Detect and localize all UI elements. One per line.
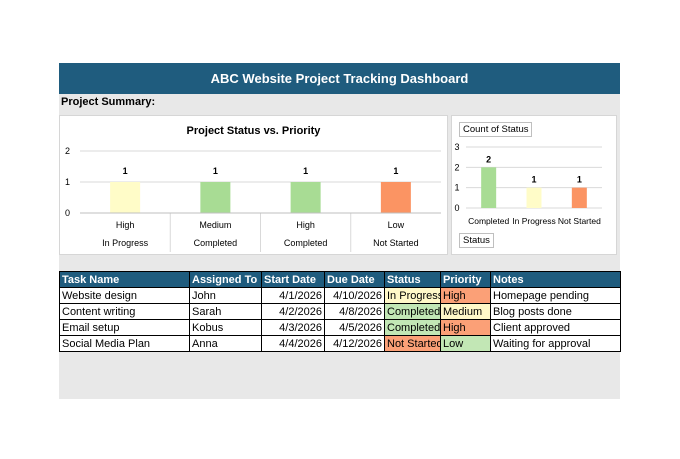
bar [290, 182, 321, 213]
chart-title: Project Status vs. Priority [186, 125, 321, 137]
column-header[interactable]: Assigned To [189, 271, 262, 288]
bar [526, 187, 542, 208]
table-cell[interactable]: Blog posts done [490, 303, 621, 320]
bar [380, 182, 411, 213]
x-tick-label: Completed [468, 216, 509, 226]
x-tick-label-status: In Progress [102, 238, 149, 248]
y-tick-label: 3 [454, 142, 459, 152]
x-tick-label: In Progress [512, 216, 555, 226]
table-cell[interactable]: Waiting for approval [490, 335, 621, 352]
table-header-row: Task Name Assigned To Start Date Due Date St… [59, 271, 621, 288]
table-cell[interactable]: Completed [384, 319, 441, 336]
data-label: 1 [577, 175, 582, 185]
table-cell[interactable]: Anna [189, 335, 262, 352]
table-cell[interactable]: Email setup [59, 319, 190, 336]
project-summary-label: Project Summary: [61, 96, 156, 108]
count-of-status-field-button[interactable]: Count of Status [459, 122, 533, 137]
table-cell[interactable]: High [440, 287, 491, 304]
dashboard-sheet: ABC Website Project Tracking Dashboard P… [59, 63, 621, 399]
x-tick-label-priority: High [296, 220, 315, 230]
table-cell[interactable]: 4/2/2026 [261, 303, 325, 320]
dashboard-title: ABC Website Project Tracking Dashboard [59, 63, 620, 94]
data-label: 2 [486, 154, 491, 164]
table-cell[interactable]: John [189, 287, 262, 304]
y-tick-label: 2 [65, 146, 70, 156]
data-label: 1 [123, 166, 128, 176]
table-row: Content writing Sarah 4/2/2026 4/8/2026 Comp… [59, 303, 621, 320]
table-cell[interactable]: 4/10/2026 [324, 287, 385, 304]
column-header[interactable]: Task Name [59, 271, 190, 288]
bar [571, 187, 587, 208]
count-of-status-chart[interactable]: Count of Status 0 1 2 3 2 Completed 1 In Progre… [451, 115, 617, 255]
table-cell[interactable]: 4/1/2026 [261, 287, 325, 304]
table-cell[interactable]: Client approved [490, 319, 621, 336]
bar [110, 182, 141, 213]
table-cell[interactable]: 4/12/2026 [324, 335, 385, 352]
table-cell[interactable]: Not Started [384, 335, 441, 352]
table-cell[interactable]: 4/5/2026 [324, 319, 385, 336]
data-label: 1 [393, 166, 398, 176]
x-tick-label-priority: Medium [199, 220, 231, 230]
table-cell[interactable]: 4/8/2026 [324, 303, 385, 320]
table-row: Website design John 4/1/2026 4/10/2026 In Pr… [59, 287, 621, 304]
y-tick-label: 1 [65, 177, 70, 187]
x-tick-label-status: Not Started [373, 238, 419, 248]
y-tick-label: 0 [454, 203, 459, 213]
y-tick-label: 1 [454, 183, 459, 193]
table-cell[interactable]: Medium [440, 303, 491, 320]
table-row: Social Media Plan Anna 4/4/2026 4/12/2026 No… [59, 335, 621, 352]
task-table: Task Name Assigned To Start Date Due Date St… [59, 271, 621, 352]
column-header[interactable]: Start Date [261, 271, 325, 288]
x-tick-label-priority: High [116, 220, 135, 230]
x-tick-label: Not Started [558, 216, 601, 226]
table-cell[interactable]: Content writing [59, 303, 190, 320]
column-header[interactable]: Priority [440, 271, 491, 288]
table-cell[interactable]: Sarah [189, 303, 262, 320]
column-header[interactable]: Due Date [324, 271, 385, 288]
table-row: Email setup Kobus 4/3/2026 4/5/2026 Complete… [59, 319, 621, 336]
bar [200, 182, 231, 213]
table-cell[interactable]: Website design [59, 287, 190, 304]
x-tick-label-priority: Low [388, 220, 405, 230]
x-tick-label-status: Completed [284, 238, 328, 248]
column-header[interactable]: Notes [490, 271, 621, 288]
y-tick-label: 2 [454, 162, 459, 172]
table-cell[interactable]: Social Media Plan [59, 335, 190, 352]
data-label: 1 [531, 175, 536, 185]
table-cell[interactable]: Kobus [189, 319, 262, 336]
status-priority-plot: 0 1 2 1 High In Progress 1 Medium Completed 1 High… [65, 146, 441, 252]
table-cell[interactable]: 4/3/2026 [261, 319, 325, 336]
column-header[interactable]: Status [384, 271, 441, 288]
bar [481, 167, 497, 208]
table-cell[interactable]: Low [440, 335, 491, 352]
data-label: 1 [213, 166, 218, 176]
table-cell[interactable]: 4/4/2026 [261, 335, 325, 352]
table-cell[interactable]: Homepage pending [490, 287, 621, 304]
x-tick-label-status: Completed [194, 238, 238, 248]
count-of-status-plot: 0 1 2 3 2 Completed 1 In Progress 1 Not Started [454, 142, 602, 226]
data-label: 1 [303, 166, 308, 176]
status-priority-chart[interactable]: Project Status vs. Priority 0 1 2 1 High In P… [59, 115, 448, 255]
table-cell[interactable]: Completed [384, 303, 441, 320]
table-cell[interactable]: High [440, 319, 491, 336]
status-field-button[interactable]: Status [459, 233, 494, 248]
y-tick-label: 0 [65, 208, 70, 218]
table-cell[interactable]: In Progress [384, 287, 441, 304]
